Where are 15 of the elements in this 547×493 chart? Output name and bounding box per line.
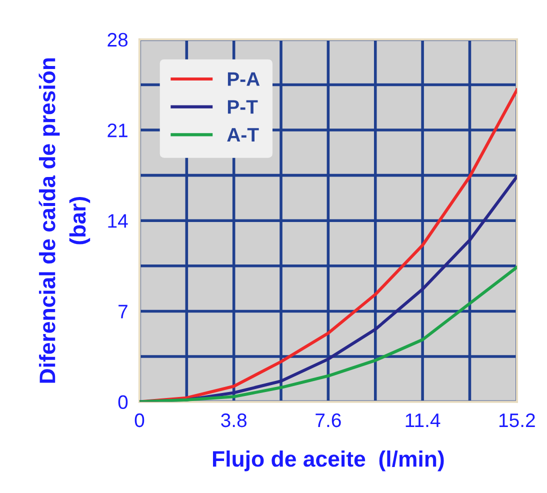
x-tick-label: 0 — [134, 413, 144, 428]
x-axis-title: Flujo de aceite (l/min) — [213, 450, 444, 472]
x-tick-label: 15.2 — [499, 413, 535, 428]
y-tick-label: 0 — [118, 395, 128, 410]
y-tick-label: 7 — [118, 304, 128, 318]
y-axis-title: Diferencial de caída de presión (bar) — [38, 58, 90, 383]
legend-label: P-A — [228, 72, 260, 86]
y-tick-label: 14 — [108, 214, 128, 228]
legend-label: A-T — [227, 128, 259, 142]
x-tick-label: 3.8 — [221, 413, 247, 428]
x-tick-label: 11.4 — [406, 414, 440, 427]
legend-label: P-T — [228, 100, 258, 114]
y-tick-label: 21 — [108, 123, 128, 138]
x-tick-label: 7.6 — [316, 413, 341, 428]
y-tick-label: 28 — [108, 32, 128, 47]
